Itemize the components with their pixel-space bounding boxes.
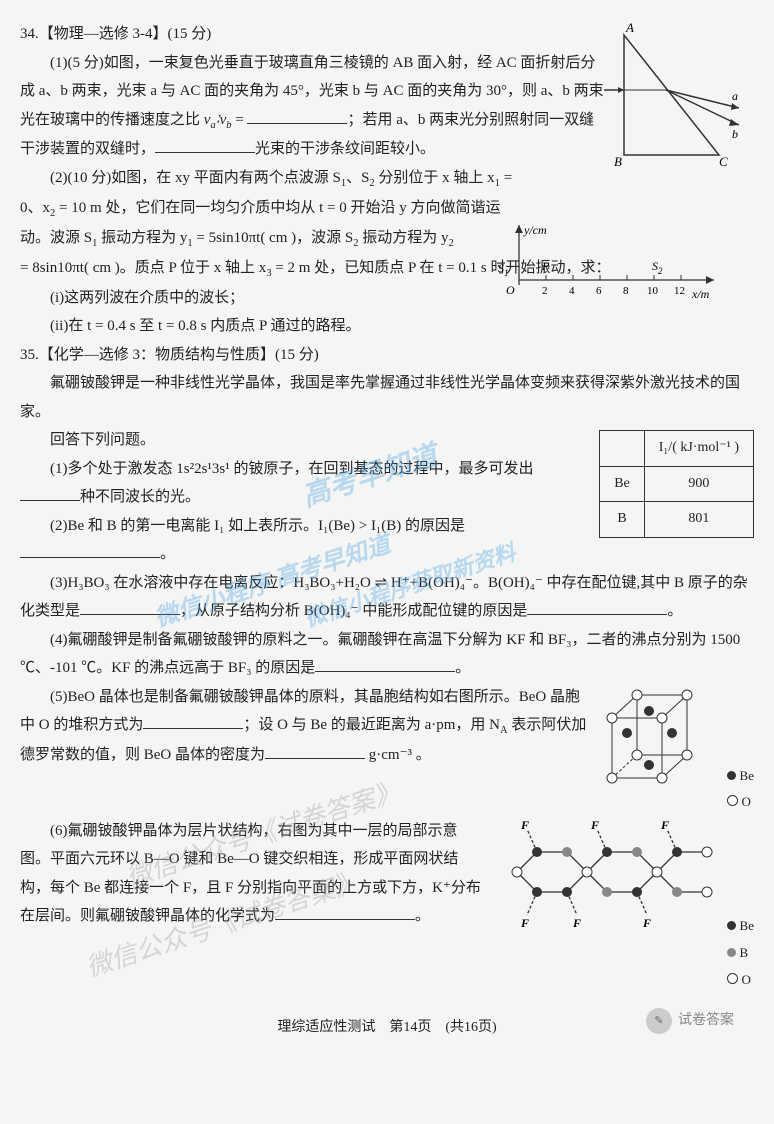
svg-text:C: C xyxy=(719,154,728,169)
network-figure: F F F F F F Be B O xyxy=(497,817,754,995)
text: 。 xyxy=(160,546,175,562)
blank xyxy=(80,599,180,615)
legend-label: Be xyxy=(740,768,754,783)
svg-text:P: P xyxy=(541,259,550,273)
legend-label: O xyxy=(742,794,751,809)
text: g·cm⁻³ 。 xyxy=(365,747,431,763)
svg-text:2: 2 xyxy=(542,285,548,297)
svg-text:y/cm: y/cm xyxy=(523,223,547,237)
th xyxy=(600,431,645,467)
legend-dot xyxy=(727,771,736,780)
cube-figure: Be O xyxy=(597,683,754,817)
stamp-icon: ✎ xyxy=(646,1008,672,1034)
svg-text:F: F xyxy=(590,818,599,832)
text: 。 xyxy=(415,908,430,924)
text: 分别位于 x 轴上 x xyxy=(375,170,495,186)
legend-label: Be xyxy=(740,918,754,933)
td: 900 xyxy=(644,466,753,502)
svg-text:F: F xyxy=(660,818,669,832)
text: 。 xyxy=(667,603,682,619)
blank xyxy=(155,137,255,153)
blank xyxy=(315,656,455,672)
blank xyxy=(527,599,667,615)
text: = 5sin10πt( cm )，波源 S xyxy=(193,230,354,246)
text: (2)Be 和 B 的第一电离能 I₁ 如上表所示。I₁(Be) > I₁(B)… xyxy=(50,518,465,534)
svg-text:x/m: x/m xyxy=(691,287,710,301)
td: Be xyxy=(600,466,645,502)
source-stamp: ✎ 试卷答案 xyxy=(646,1008,734,1035)
svg-text:S1: S1 xyxy=(498,261,509,278)
legend-label: B xyxy=(740,945,749,960)
svg-text:F: F xyxy=(572,916,581,930)
sub: A xyxy=(500,725,508,736)
q35-intro: 氟硼铍酸钾是一种非线性光学晶体，我国是率先掌握通过非线性光学晶体变频来获得深紫外… xyxy=(20,369,754,426)
q34-ii: (ii)在 t = 0.4 s 至 t = 0.8 s 内质点 P 通过的路程。 xyxy=(20,312,754,341)
text: ；设 O 与 Be 的最近距离为 a·pm，用 N xyxy=(243,717,500,733)
text: 种不同波长的光。 xyxy=(80,489,200,505)
blank xyxy=(143,713,243,729)
blank xyxy=(247,108,347,124)
svg-text:6: 6 xyxy=(596,285,602,297)
text: 光束的干涉条纹间距较小。 xyxy=(255,141,435,157)
blank xyxy=(275,904,415,920)
q35-4: (4)氟硼酸钾是制备氟硼铍酸钾的原料之一。氟硼酸钾在高温下分解为 KF 和 BF… xyxy=(20,626,754,683)
text: 振动方程为 y xyxy=(97,230,187,246)
svg-text:S2: S2 xyxy=(652,259,663,276)
text: (1)多个处于激发态 1s²2s¹3s¹ 的铍原子，在回到基态的过程中，最多可发… xyxy=(50,461,534,477)
svg-text:F: F xyxy=(520,916,529,930)
text: 。 xyxy=(455,660,470,676)
svg-text:F: F xyxy=(520,818,529,832)
svg-text:a: a xyxy=(732,89,738,103)
svg-text:A: A xyxy=(625,20,634,35)
axis-diagram: y/cm x/m O S1 P S2 2 4 6 8 10 12 xyxy=(494,220,724,310)
blank xyxy=(265,743,365,759)
svg-text:4: 4 xyxy=(569,285,575,297)
text: ∶v xyxy=(216,112,227,128)
legend-dot xyxy=(727,795,738,806)
q35-3: (3)H₃BO₃ 在水溶液中存在电离反应：H₃BO₃+H₂O ⇌ H⁺+B(OH… xyxy=(20,569,754,626)
legend-label: O xyxy=(742,972,751,987)
text: = xyxy=(232,112,248,128)
svg-text:B: B xyxy=(614,154,622,169)
text: 振动方程为 y xyxy=(358,230,448,246)
th: I₁/( kJ·mol⁻¹ ) xyxy=(644,431,753,467)
svg-text:O: O xyxy=(506,283,515,297)
legend-dot xyxy=(727,921,736,930)
q35-header: 35.【化学—选修 3：物质结构与性质】(15 分) xyxy=(20,341,754,370)
blank xyxy=(20,542,160,558)
stamp-text: 试卷答案 xyxy=(678,1014,734,1029)
legend: Be O xyxy=(727,762,754,817)
legend: Be B O xyxy=(727,912,754,994)
td: B xyxy=(600,502,645,538)
prism-diagram: A B C a b xyxy=(604,20,744,170)
sub: 2 xyxy=(449,238,454,249)
svg-text:12: 12 xyxy=(674,285,685,297)
blank xyxy=(20,485,80,501)
page-footer: 理综适应性测试 第14页 (共16页) xyxy=(20,1015,754,1042)
text: = 8sin10πt( cm )。质点 P 位于 x 轴上 x xyxy=(20,260,266,276)
td: 801 xyxy=(644,502,753,538)
ionization-table: I₁/( kJ·mol⁻¹ ) Be900 B801 xyxy=(599,430,754,538)
svg-text:b: b xyxy=(732,127,738,141)
text: ，从原子结构分析 B(OH)₄⁻ 中能形成配位键的原因是 xyxy=(180,603,527,619)
legend-dot xyxy=(727,973,738,984)
text: 、S xyxy=(346,170,369,186)
legend-dot xyxy=(727,948,736,957)
svg-text:F: F xyxy=(642,916,651,930)
svg-text:10: 10 xyxy=(647,285,659,297)
text: (2)(10 分)如图，在 xy 平面内有两个点波源 S xyxy=(50,170,341,186)
svg-text:8: 8 xyxy=(623,285,629,297)
